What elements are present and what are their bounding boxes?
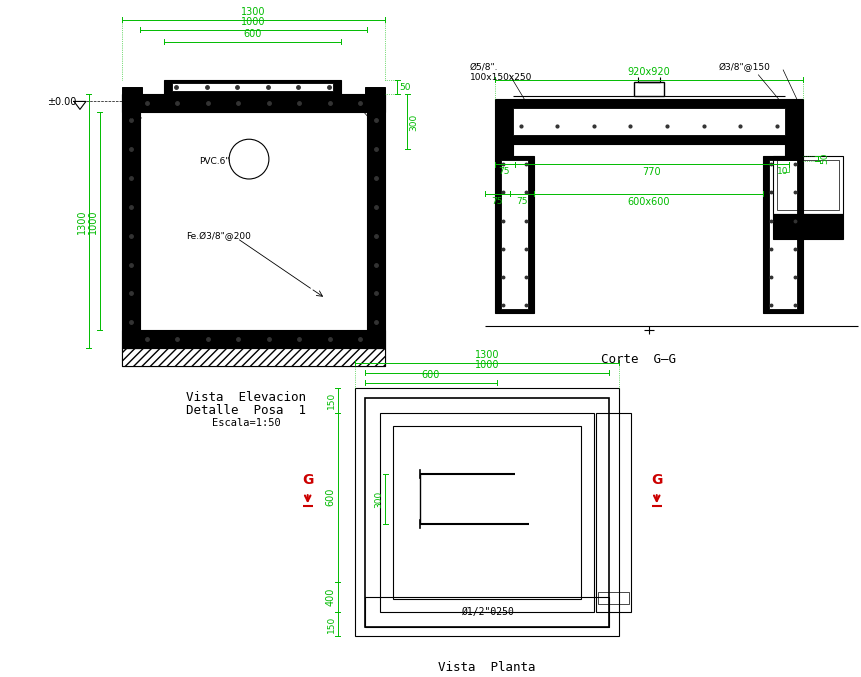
Bar	[121, 348, 385, 366]
Text: 1300: 1300	[241, 7, 265, 17]
Text: 50: 50	[819, 153, 828, 165]
Bar	[494, 144, 512, 156]
Text: 75: 75	[515, 197, 527, 206]
Text: 75: 75	[498, 167, 509, 176]
Bar	[494, 156, 534, 313]
Bar	[393, 426, 580, 598]
Bar	[121, 87, 141, 95]
Bar	[121, 330, 385, 348]
Bar	[776, 160, 838, 210]
Bar	[596, 413, 630, 611]
Text: Vista  Planta: Vista Planta	[438, 661, 536, 674]
Text: 300: 300	[374, 491, 383, 508]
Bar	[164, 80, 340, 95]
Text: 150: 150	[326, 615, 335, 632]
Text: 1300: 1300	[474, 350, 499, 360]
Bar	[500, 160, 528, 309]
Text: ±0.00: ±0.00	[47, 97, 77, 108]
Text: Fe.Ø3/8"@200: Fe.Ø3/8"@200	[186, 232, 251, 240]
Bar	[121, 348, 385, 366]
Text: G: G	[301, 473, 313, 487]
Text: 770: 770	[641, 167, 660, 177]
Bar	[512, 108, 784, 135]
Bar	[784, 144, 802, 156]
Text: Detalle  Posa  1: Detalle Posa 1	[186, 403, 306, 417]
Text: 300: 300	[409, 114, 418, 131]
Text: Ø5/8".
100x150x250: Ø5/8". 100x150x250	[469, 63, 531, 82]
Bar	[633, 81, 663, 96]
Text: 600: 600	[325, 488, 335, 506]
Bar	[772, 214, 842, 239]
Text: Vista  Elevacion: Vista Elevacion	[186, 391, 306, 403]
Text: Corte  G–G: Corte G–G	[601, 353, 676, 366]
Text: 600x600: 600x600	[627, 197, 669, 207]
Bar	[367, 95, 385, 348]
Bar	[768, 160, 796, 309]
Text: 75: 75	[490, 197, 502, 206]
Bar	[772, 156, 842, 214]
Text: 920x920: 920x920	[627, 66, 669, 77]
Text: 50: 50	[399, 83, 410, 91]
Text: 600: 600	[243, 29, 262, 39]
Text: 600: 600	[421, 370, 440, 380]
Bar	[121, 95, 385, 112]
Bar	[355, 388, 618, 636]
Text: 1300: 1300	[77, 209, 87, 234]
Text: 10: 10	[777, 167, 788, 176]
Text: Escala=1:50: Escala=1:50	[212, 418, 280, 428]
Bar	[494, 100, 802, 144]
Bar	[598, 592, 629, 604]
Text: G: G	[650, 473, 661, 487]
Text: 1000: 1000	[474, 360, 499, 370]
Bar	[121, 95, 139, 348]
Text: Ø3/8"@150: Ø3/8"@150	[717, 63, 770, 72]
Bar	[380, 413, 593, 611]
Text: 150: 150	[326, 391, 335, 409]
Text: 1000: 1000	[241, 17, 265, 27]
Text: 400: 400	[325, 588, 335, 606]
Bar	[365, 398, 609, 626]
Text: 1000: 1000	[88, 209, 98, 234]
Text: Ø1/2"Θ250: Ø1/2"Θ250	[461, 607, 513, 617]
Text: PVC.6": PVC.6"	[198, 156, 229, 166]
Bar	[762, 156, 802, 313]
Bar	[365, 87, 385, 95]
Bar	[365, 596, 609, 626]
Bar	[172, 83, 332, 91]
